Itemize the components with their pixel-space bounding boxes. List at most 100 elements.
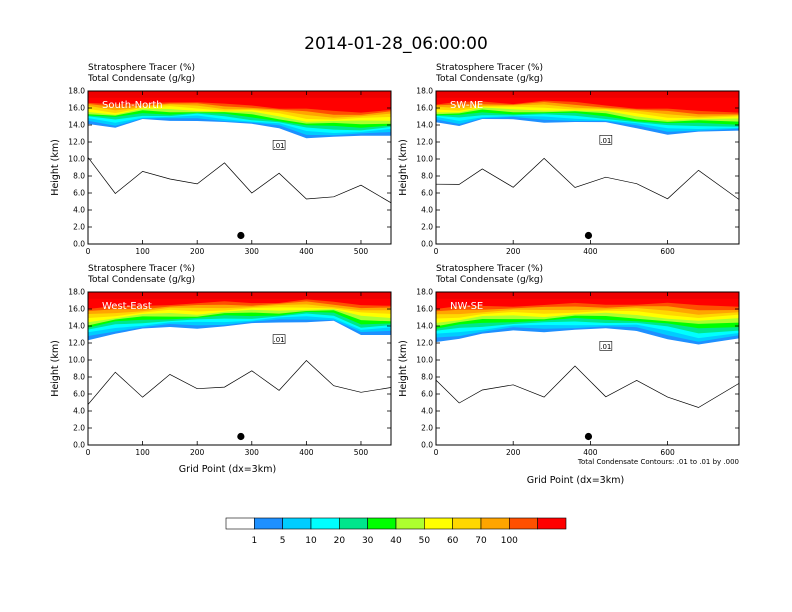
- figure-title: 2014-01-28_06:00:00: [304, 34, 488, 54]
- x-tick-label: 400: [583, 448, 598, 457]
- condensate-contour: [88, 360, 391, 405]
- y-tick-label: 10.0: [68, 155, 85, 164]
- panel-title: NW-SE: [450, 301, 483, 312]
- y-tick-label: 12.0: [416, 138, 433, 147]
- y-tick-label: 8.0: [421, 373, 433, 382]
- location-marker: [584, 231, 593, 240]
- y-axis-label: Height (km): [398, 340, 409, 397]
- y-tick-label: 14.0: [68, 322, 85, 331]
- contour-label: .01: [274, 336, 285, 344]
- x-tick-label: 400: [583, 247, 598, 256]
- y-tick-label: 12.0: [68, 339, 85, 348]
- y-tick-label: 4.0: [73, 407, 85, 416]
- colorbar: 1 5 10 20 30 40 50 60 70 100: [225, 517, 567, 546]
- x-tick-label: 200: [506, 247, 521, 256]
- y-tick-label: 6.0: [421, 390, 433, 399]
- colorbar-swatch: [537, 517, 567, 530]
- tracer-cap: [436, 91, 739, 98]
- tracer-cap: [88, 91, 391, 98]
- colorbar-label: 50: [419, 536, 431, 546]
- tracer-cap: [88, 292, 391, 299]
- y-axis-label: Height (km): [50, 139, 61, 196]
- y-tick-label: 0.0: [421, 240, 433, 249]
- colorbar-swatch: [509, 517, 538, 530]
- y-tick-label: 6.0: [73, 390, 85, 399]
- y-tick-label: 10.0: [416, 155, 433, 164]
- x-tick-label: 600: [660, 247, 675, 256]
- plot-area: .01: [88, 292, 391, 445]
- y-tick-label: 16.0: [68, 104, 85, 113]
- colorbar-swatch: [282, 517, 312, 530]
- plot-frame: [87, 90, 392, 245]
- y-tick-label: 8.0: [73, 373, 85, 382]
- colorbar-label: 10: [305, 536, 317, 546]
- tracer-label: Stratosphere Tracer (%): [88, 264, 195, 274]
- y-tick-label: 2.0: [421, 424, 433, 433]
- y-tick-label: 14.0: [416, 322, 433, 331]
- x-tick-label: 500: [354, 247, 369, 256]
- x-tick-label: 400: [299, 448, 314, 457]
- x-tick-label: 0: [86, 247, 91, 256]
- x-axis-label: Grid Point (dx=3km): [527, 475, 624, 486]
- y-axis-label: Height (km): [398, 139, 409, 196]
- x-tick-label: 200: [190, 448, 205, 457]
- panel-west-east: Stratosphere Tracer (%)Total Condensate …: [50, 264, 392, 475]
- y-tick-label: 12.0: [416, 339, 433, 348]
- panel-title: SW-NE: [450, 100, 483, 111]
- y-tick-label: 16.0: [416, 104, 433, 113]
- y-tick-label: 0.0: [73, 240, 85, 249]
- colorbar-swatch: [339, 517, 368, 530]
- colorbar-label: 40: [390, 536, 402, 546]
- colorbar-swatch: [452, 517, 482, 530]
- y-tick-label: 4.0: [421, 407, 433, 416]
- tracer-label: Stratosphere Tracer (%): [88, 63, 195, 73]
- location-marker: [237, 432, 245, 441]
- colorbar-swatch: [225, 517, 255, 530]
- plot-frame: [87, 291, 392, 446]
- contour-label-box: [599, 341, 613, 351]
- y-tick-label: 6.0: [73, 189, 85, 198]
- panel-nw-se: Stratosphere Tracer (%)Total Condensate …: [398, 264, 740, 486]
- tracer-label: Stratosphere Tracer (%): [436, 63, 543, 73]
- colorbar-swatch: [367, 517, 397, 530]
- location-marker: [237, 231, 245, 240]
- y-tick-label: 0.0: [421, 441, 433, 450]
- plot-area: .01: [436, 292, 739, 445]
- y-tick-label: 16.0: [416, 305, 433, 314]
- colorbar-label: 20: [334, 536, 346, 546]
- colorbar-label: 30: [362, 536, 374, 546]
- y-tick-label: 4.0: [421, 206, 433, 215]
- y-tick-label: 2.0: [421, 223, 433, 232]
- panels: Stratosphere Tracer (%)Total Condensate …: [50, 63, 740, 486]
- y-tick-label: 6.0: [421, 189, 433, 198]
- x-tick-label: 300: [245, 448, 260, 457]
- plot-frame: [435, 291, 740, 446]
- colorbar-label: 60: [447, 536, 459, 546]
- condensate-contour: [88, 157, 391, 204]
- y-tick-label: 8.0: [73, 172, 85, 181]
- y-tick-label: 14.0: [416, 121, 433, 130]
- colorbar-label: 70: [475, 536, 487, 546]
- panel-south-north: Stratosphere Tracer (%)Total Condensate …: [50, 63, 392, 256]
- y-tick-label: 12.0: [68, 138, 85, 147]
- colorbar-swatch: [424, 517, 453, 530]
- colorbar-swatch: [395, 517, 425, 530]
- x-tick-label: 300: [245, 247, 260, 256]
- x-tick-label: 200: [506, 448, 521, 457]
- panel-title: South-North: [102, 100, 163, 111]
- contour-label-box: [272, 334, 286, 344]
- colorbar-swatch: [254, 517, 283, 530]
- colorbar-label: 100: [501, 536, 518, 546]
- contour-label: .01: [274, 142, 285, 150]
- x-tick-label: 0: [86, 448, 91, 457]
- contour-label-box: [599, 135, 613, 145]
- x-tick-label: 100: [135, 448, 150, 457]
- x-tick-label: 600: [660, 448, 675, 457]
- condensate-label: Total Condensate (g/kg): [87, 74, 195, 84]
- y-tick-label: 10.0: [416, 356, 433, 365]
- condensate-label: Total Condensate (g/kg): [87, 275, 195, 285]
- y-tick-label: 18.0: [68, 288, 85, 297]
- contour-label: .01: [600, 343, 611, 351]
- x-tick-label: 100: [135, 247, 150, 256]
